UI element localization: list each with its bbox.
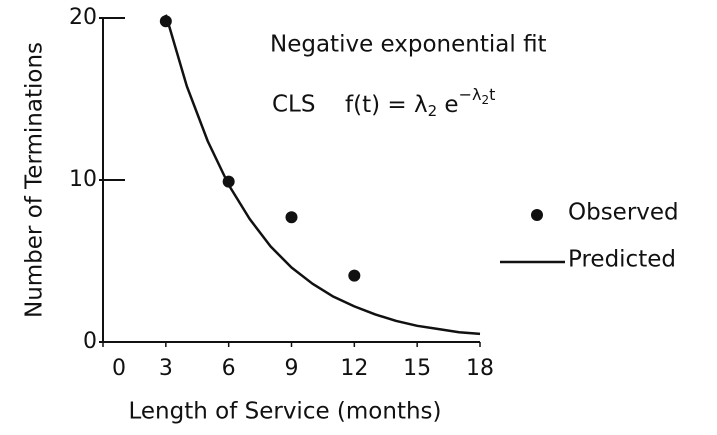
x-axis-label: Length of Service (months)	[128, 399, 441, 425]
equation-part: 2	[481, 93, 489, 107]
equation-part: e	[437, 92, 458, 118]
y-tick-label: 20	[69, 5, 97, 30]
fit-curve	[164, 14, 481, 336]
y-tick-label: 0	[83, 329, 97, 354]
legend-label: Observed	[568, 200, 679, 226]
equation-part: −λ	[459, 85, 482, 104]
subtitle: CLS	[272, 92, 315, 118]
legend-symbol	[531, 209, 543, 221]
data-point	[285, 211, 298, 224]
legend-label: Predicted	[568, 247, 676, 273]
x-tick-label: 18	[466, 356, 494, 381]
equation-part: f(t) = λ	[345, 92, 428, 118]
data-point	[348, 269, 361, 282]
y-axis-label: Number of Terminations	[22, 42, 48, 318]
equation: f(t) = λ2 e−λ2t	[345, 85, 495, 120]
x-tick-label: 6	[222, 356, 236, 381]
x-tick-label: 0	[112, 356, 126, 381]
x-tick-label: 9	[285, 356, 299, 381]
y-tick-label: 10	[69, 167, 97, 192]
x-tick-label: 12	[340, 356, 368, 381]
x-tick-label: 15	[403, 356, 431, 381]
equation-part: 2	[428, 102, 438, 120]
chart-title: Negative exponential fit	[270, 32, 547, 58]
x-tick-label: 3	[159, 356, 173, 381]
equation-part: t	[489, 85, 495, 104]
